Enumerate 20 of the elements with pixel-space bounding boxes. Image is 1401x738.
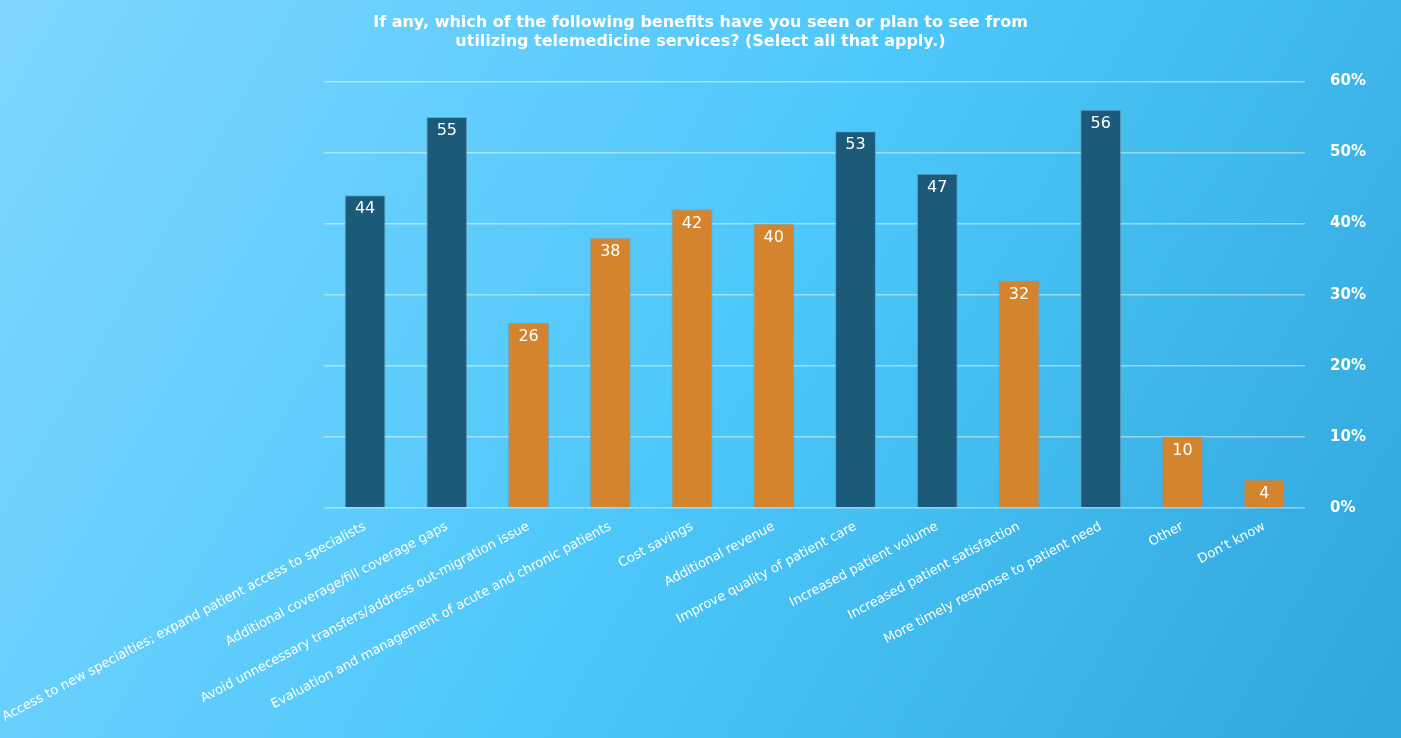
y-tick-label: 0% bbox=[1330, 497, 1356, 516]
y-tick-label: 40% bbox=[1330, 213, 1366, 232]
data-label: 40 bbox=[763, 226, 784, 246]
y-tick-label: 30% bbox=[1330, 284, 1366, 303]
data-label: 56 bbox=[1090, 112, 1111, 132]
y-tick-label: 60% bbox=[1330, 71, 1366, 90]
data-label: 38 bbox=[600, 240, 621, 260]
data-label: 55 bbox=[436, 120, 457, 140]
data-label: 42 bbox=[681, 212, 703, 232]
data-label: 32 bbox=[1008, 283, 1030, 303]
data-label: 53 bbox=[845, 134, 866, 154]
y-tick-label: 10% bbox=[1330, 426, 1366, 445]
data-label: 44 bbox=[354, 198, 376, 218]
data-label: 47 bbox=[927, 176, 948, 196]
y-tick-label: 50% bbox=[1330, 142, 1366, 161]
chart-title: If any, which of the following benefits have you seen or plan to see from utilizing telemedicine services? (Select all that apply.) bbox=[373, 11, 1028, 50]
data-label: 4 bbox=[1259, 482, 1270, 502]
data-label: 26 bbox=[518, 326, 539, 346]
y-tick-label: 20% bbox=[1330, 355, 1366, 374]
data-label: 10 bbox=[1172, 440, 1193, 459]
